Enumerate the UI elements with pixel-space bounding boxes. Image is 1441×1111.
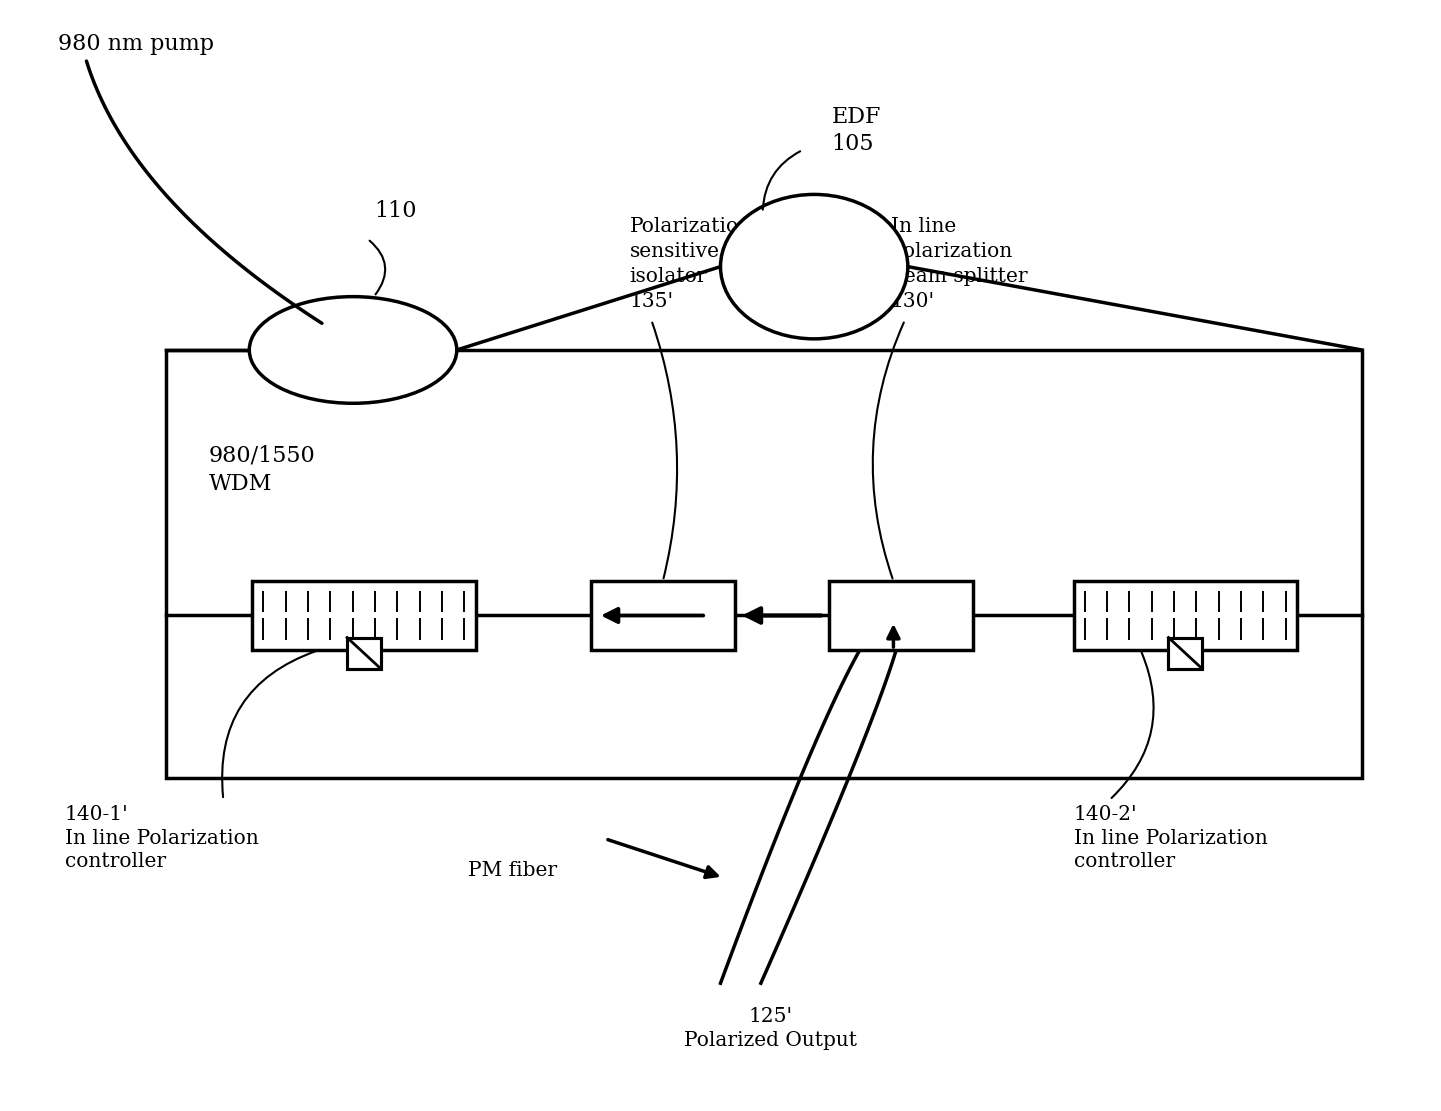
Bar [591, 581, 735, 650]
Bar [1074, 581, 1297, 650]
Text: 140-1'
In line Polarization
controller: 140-1' In line Polarization controller [65, 805, 258, 871]
Text: 140-2'
In line Polarization
controller: 140-2' In line Polarization controller [1074, 805, 1267, 871]
Text: In line
polarization
beam splitter
130': In line polarization beam splitter 130' [891, 217, 1027, 311]
Ellipse shape [249, 297, 457, 403]
Bar [829, 581, 973, 650]
Text: EDF
105: EDF 105 [831, 106, 880, 154]
Text: PM fiber: PM fiber [468, 861, 558, 880]
Text: 125'
Polarized Output: 125' Polarized Output [684, 1008, 857, 1050]
Circle shape [720, 194, 908, 339]
Bar [252, 581, 476, 650]
Bar [347, 638, 380, 669]
Bar [1169, 638, 1202, 669]
Bar [166, 350, 1362, 778]
Text: Polarization
sensitive
isolator
135': Polarization sensitive isolator 135' [630, 217, 752, 311]
Text: 110: 110 [375, 200, 416, 222]
Text: 980 nm pump: 980 nm pump [58, 33, 213, 56]
Text: 980/1550
WDM: 980/1550 WDM [209, 444, 316, 496]
